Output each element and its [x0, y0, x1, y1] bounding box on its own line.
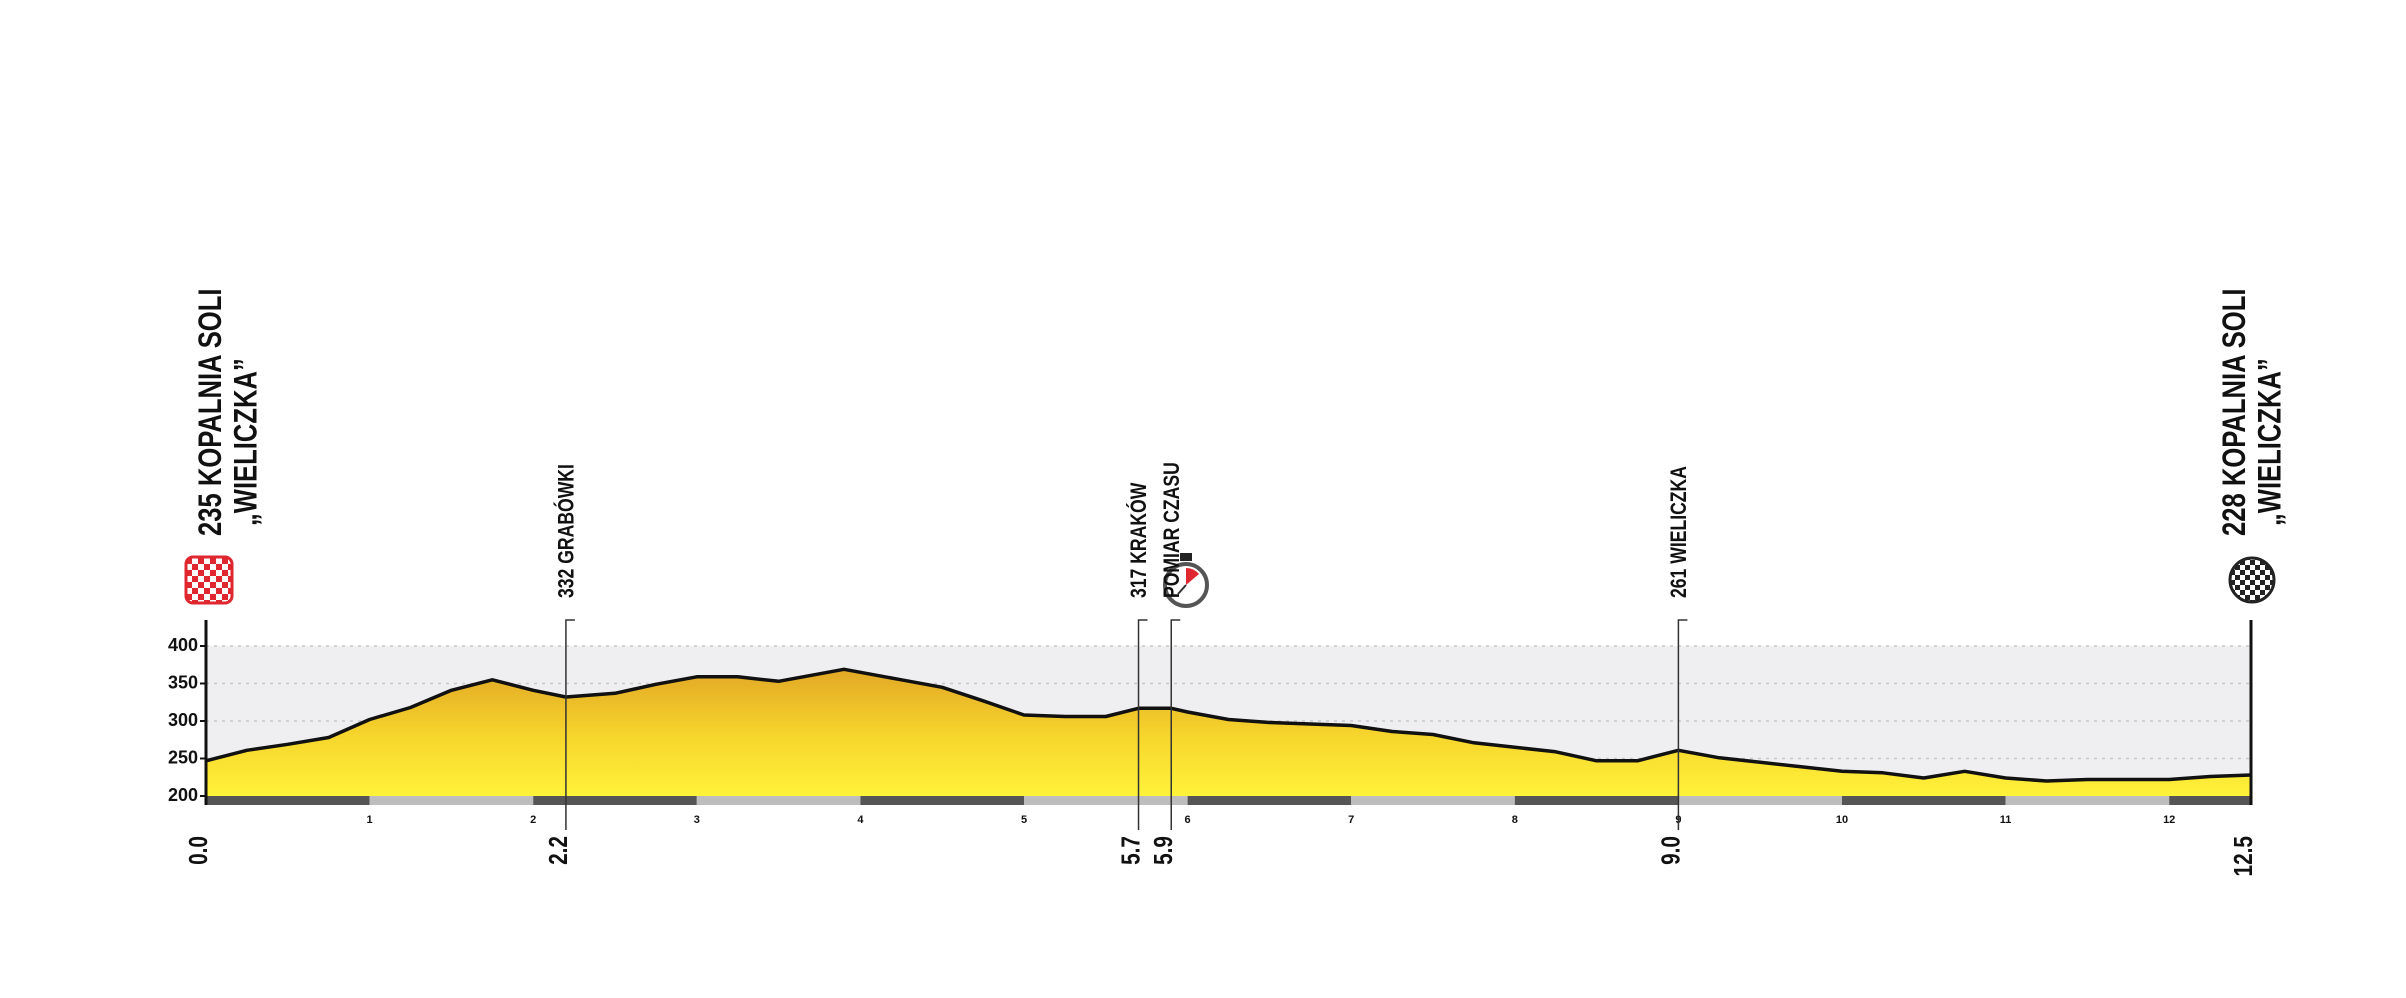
waypoint-subname: „WIELICZKA”: [229, 358, 264, 526]
elevation-area: [206, 669, 2251, 796]
finish-flag: [2228, 556, 2276, 604]
waypoint-label: 317 KRAKÓW: [1125, 483, 1152, 598]
waypoint-elevation: 228: [2217, 493, 2252, 536]
elevation-line: [205, 667, 2252, 783]
x-tick-label: 7: [1348, 814, 1354, 826]
x-tick-label: 6: [1185, 814, 1191, 826]
km-strip-segment: [1351, 796, 1515, 805]
km-strip-segment: [369, 796, 534, 805]
x-tick-label: 4: [857, 814, 864, 826]
x-tick-label: 2: [530, 814, 536, 826]
km-strip-segment: [1678, 796, 1842, 805]
waypoint-leader: [1170, 619, 1181, 830]
waypoint-name: WIELICZKA: [1667, 466, 1691, 564]
km-strip-segment: [1024, 796, 1188, 805]
waypoint-leader: [1677, 619, 1688, 830]
km-strip-segment: [696, 796, 861, 805]
km-strip-segment: [2169, 796, 2251, 805]
km-label: 5.9: [1149, 836, 1178, 865]
x-tick-label: 5: [1021, 814, 1027, 826]
waypoint-name: KRAKÓW: [1125, 483, 1152, 564]
km-strip-segment: [533, 796, 697, 805]
y-tick-label: 400: [168, 635, 198, 655]
y-tick-label: 250: [168, 747, 198, 767]
waypoint-label: 228 KOPALNIA SOLI: [2217, 289, 2252, 536]
waypoint-label: POMIAR CZASU: [1160, 462, 1184, 598]
waypoint-name: KOPALNIA SOLI: [2217, 289, 2252, 487]
km-label: 12.5: [2229, 836, 2258, 876]
waypoint-name: POMIAR CZASU: [1160, 462, 1184, 598]
waypoint-label: 332 GRABÓWKI: [553, 464, 580, 598]
waypoint-label: 235 KOPALNIA SOLI: [193, 289, 228, 536]
waypoint-name: KOPALNIA SOLI: [193, 289, 228, 487]
stopwatch-icon: [1163, 553, 1209, 608]
x-tick-label: 10: [1836, 814, 1848, 826]
y-tick-label: 200: [168, 785, 198, 805]
km-strip-segment: [2005, 796, 2170, 805]
km-label: 0.0: [184, 836, 213, 865]
km-strip-segment: [1187, 796, 1352, 805]
waypoint-elevation: 261: [1667, 569, 1691, 598]
km-strip-segment: [206, 796, 370, 805]
waypoint-name: GRABÓWKI: [553, 464, 580, 564]
km-strip-segment: [1842, 796, 2006, 805]
x-tick-label: 12: [2163, 814, 2175, 826]
x-tick-label: 11: [2000, 814, 2012, 826]
x-tick-label: 8: [1512, 814, 1518, 826]
waypoint-leader: [1137, 619, 1148, 830]
waypoint-elevation: 235: [193, 493, 228, 536]
km-strip-segment: [860, 796, 1024, 805]
x-tick-label: 3: [694, 814, 700, 826]
km-strip-segment: [1514, 796, 1679, 805]
km-label: 5.7: [1116, 836, 1145, 865]
start-flag: [184, 555, 234, 605]
waypoint-elevation: 332: [555, 569, 579, 598]
km-label: 9.0: [1656, 836, 1685, 865]
y-tick-label: 350: [168, 672, 198, 692]
x-tick-label: 1: [367, 814, 373, 826]
y-tick-label: 300: [168, 710, 198, 730]
km-label: 2.2: [544, 836, 573, 865]
waypoint-subname: „WIELICZKA”: [2253, 358, 2288, 526]
waypoint-leader: [565, 619, 575, 830]
waypoint-elevation: 317: [1128, 569, 1152, 598]
waypoint-label: 261 WIELICZKA: [1667, 466, 1691, 598]
